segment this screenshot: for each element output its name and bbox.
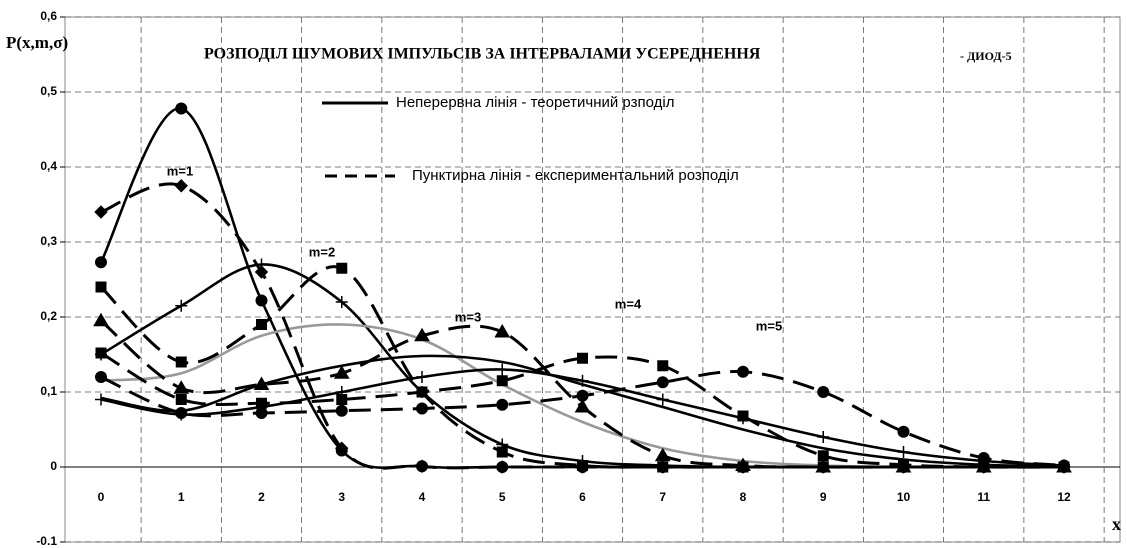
chart-title: РОЗПОДІЛ ШУМОВИХ ІМПУЛЬСІВ ЗА ІНТЕРВАЛАМ… — [204, 46, 761, 63]
marker — [256, 319, 267, 330]
x-tick-label: 7 — [659, 490, 666, 504]
marker — [496, 363, 509, 376]
marker — [254, 265, 269, 279]
marker — [336, 394, 348, 405]
marker — [95, 256, 107, 269]
x-tick-label: 2 — [258, 490, 265, 504]
annotation: m=4 — [615, 296, 642, 311]
marker — [737, 365, 749, 378]
marker — [416, 386, 428, 398]
marker — [253, 376, 270, 390]
marker — [335, 441, 349, 455]
marker — [657, 360, 669, 372]
x-tick-label: 10 — [897, 490, 911, 504]
marker — [654, 447, 671, 462]
marker — [93, 312, 109, 327]
marker — [817, 431, 830, 443]
marker — [496, 398, 509, 411]
marker — [496, 446, 508, 458]
x-tick-label: 5 — [499, 490, 506, 504]
marker — [977, 452, 990, 464]
marker — [495, 460, 509, 474]
marker — [656, 393, 669, 406]
marker — [173, 380, 190, 394]
x-axis-label: x — [1112, 514, 1121, 534]
marker — [174, 179, 188, 193]
marker — [577, 460, 588, 471]
marker — [414, 327, 430, 342]
marker — [335, 296, 348, 308]
x-tick-label: 3 — [338, 490, 345, 504]
marker — [1058, 459, 1070, 472]
series-line — [100, 182, 1064, 470]
annotation: m=3 — [455, 309, 481, 324]
x-tick-label: 6 — [579, 490, 586, 504]
y-tick-label: 0,3 — [40, 234, 57, 248]
marker — [815, 459, 832, 473]
marker — [333, 365, 350, 379]
marker — [574, 399, 591, 413]
marker — [256, 397, 267, 409]
plot-area — [64, 16, 1121, 543]
marker — [656, 376, 669, 389]
marker — [95, 393, 107, 406]
marker — [336, 262, 348, 274]
y-tick-label: -0.1 — [36, 534, 57, 548]
marker — [95, 347, 107, 359]
x-tick-label: 0 — [98, 490, 105, 504]
x-tick-label: 4 — [419, 490, 426, 504]
marker — [657, 461, 669, 473]
marker — [416, 402, 428, 415]
legend-note: Пунктирна лінія - експериментальний розп… — [412, 167, 739, 184]
marker — [735, 457, 751, 471]
marker — [175, 356, 187, 368]
marker — [576, 389, 589, 402]
x-tick-label: 9 — [820, 490, 827, 504]
y-tick-label: 0,2 — [40, 309, 57, 323]
legend-note: Неперервна лінія - теоретичний рзподіл — [396, 94, 674, 111]
series-line — [99, 107, 1064, 470]
annotation: m=1 — [167, 163, 193, 178]
marker — [175, 407, 188, 419]
x-tick-label: 8 — [740, 490, 747, 504]
annotation: m=5 — [756, 318, 782, 333]
x-tick-label: 12 — [1057, 490, 1071, 504]
y-tick-label: 0 — [50, 459, 57, 473]
marker — [94, 205, 108, 219]
marker — [175, 102, 188, 115]
marker — [817, 386, 830, 398]
y-tick-label: 0,5 — [40, 84, 57, 98]
marker — [175, 394, 187, 405]
marker — [737, 410, 749, 422]
marker — [255, 294, 268, 307]
marker — [817, 450, 829, 462]
y-tick-label: 0,6 — [40, 9, 57, 23]
marker — [577, 352, 588, 364]
plot: -0.100,10,20,30,40,50,60 1 2 3 4 5 6 7 8 9 10 11 12m… — [36, 9, 1121, 548]
y-tick-label: 0,1 — [40, 384, 57, 398]
marker — [897, 425, 910, 438]
marker — [175, 299, 188, 312]
marker — [496, 375, 508, 387]
marker — [95, 371, 107, 383]
marker — [335, 404, 348, 417]
marker — [898, 459, 909, 471]
x-tick-label: 11 — [977, 490, 990, 504]
marker — [255, 407, 268, 419]
annotation: m=2 — [309, 244, 335, 259]
marker — [415, 459, 429, 473]
marker — [416, 371, 428, 383]
chart-subtitle: - ДИОД-5 — [960, 49, 1012, 63]
series-line — [100, 319, 1064, 469]
marker — [576, 374, 589, 387]
x-tick-label: 1 — [178, 490, 185, 504]
marker — [95, 281, 107, 293]
y-axis-label: P(x,m,σ) — [6, 33, 68, 52]
marker — [494, 324, 511, 338]
y-tick-label: 0,4 — [40, 159, 57, 173]
marker — [897, 446, 910, 458]
